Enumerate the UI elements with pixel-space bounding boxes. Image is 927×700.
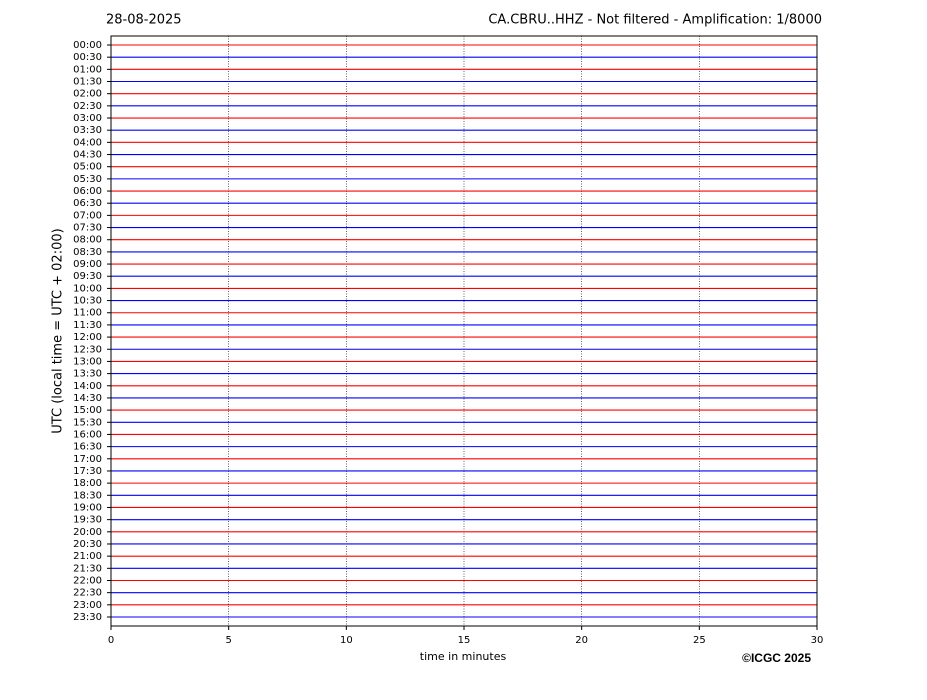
x-tick-label: 15 [458,635,471,646]
y-tick-label: 22:30 [73,588,102,599]
y-tick-label: 11:00 [73,308,102,319]
y-tick-label: 12:30 [73,344,102,355]
y-tick-label: 20:30 [73,539,102,550]
y-tick-label: 05:30 [73,174,102,185]
y-tick-label: 02:00 [73,89,102,100]
y-tick-label: 06:30 [73,198,102,209]
y-tick-label: 23:00 [73,600,102,611]
y-tick-label: 15:00 [73,405,102,416]
y-tick-label: 15:30 [73,417,102,428]
y-tick-label: 12:00 [73,332,102,343]
date-label: 28-08-2025 [106,13,182,28]
y-tick-label: 20:00 [73,527,102,538]
y-tick-label: 07:30 [73,223,102,234]
y-tick-label: 14:00 [73,381,102,392]
x-tick-label: 30 [811,635,824,646]
x-tick-label: 25 [693,635,706,646]
y-tick-label: 21:30 [73,563,102,574]
y-tick-label: 16:30 [73,442,102,453]
y-tick-label: 14:30 [73,393,102,404]
y-tick-label: 13:00 [73,356,102,367]
x-tick-label: 0 [108,635,114,646]
y-tick-label: 04:00 [73,137,102,148]
y-axis-label: UTC (local time = UTC + 02:00) [51,228,66,433]
plot-frame [110,35,818,627]
y-tick-label: 02:30 [73,101,102,112]
y-tick-label: 21:00 [73,551,102,562]
x-tick-label: 10 [340,635,353,646]
y-tick-label: 08:30 [73,247,102,258]
y-tick-label: 03:00 [73,113,102,124]
y-tick-label: 03:30 [73,125,102,136]
y-tick-label: 09:30 [73,271,102,282]
y-tick-label: 19:30 [73,515,102,526]
y-tick-label: 09:00 [73,259,102,270]
y-tick-label: 13:30 [73,369,102,380]
y-tick-label: 17:00 [73,454,102,465]
y-tick-label: 22:00 [73,575,102,586]
y-tick-label: 06:00 [73,186,102,197]
y-tick-label: 08:00 [73,235,102,246]
y-tick-label: 01:00 [73,64,102,75]
chart-title: CA.CBRU..HHZ - Not filtered - Amplificat… [488,13,822,28]
y-tick-label: 19:00 [73,502,102,513]
x-tick-label: 20 [575,635,588,646]
credit: ©ICGC 2025 [742,651,811,665]
y-tick-label: 16:00 [73,429,102,440]
y-tick-label: 01:30 [73,77,102,88]
y-tick-label: 18:30 [73,490,102,501]
y-tick-label: 10:30 [73,296,102,307]
y-tick-label: 05:00 [73,162,102,173]
y-tick-label: 00:00 [73,40,102,51]
y-tick-label: 18:00 [73,478,102,489]
y-tick-label: 07:00 [73,210,102,221]
y-tick-label: 10:00 [73,283,102,294]
y-tick-label: 17:30 [73,466,102,477]
y-tick-label: 04:30 [73,150,102,161]
y-tick-label: 11:30 [73,320,102,331]
x-axis-label: time in minutes [420,650,507,663]
x-tick-label: 5 [225,635,231,646]
y-tick-label: 23:30 [73,612,102,623]
y-tick-label: 00:30 [73,52,102,63]
